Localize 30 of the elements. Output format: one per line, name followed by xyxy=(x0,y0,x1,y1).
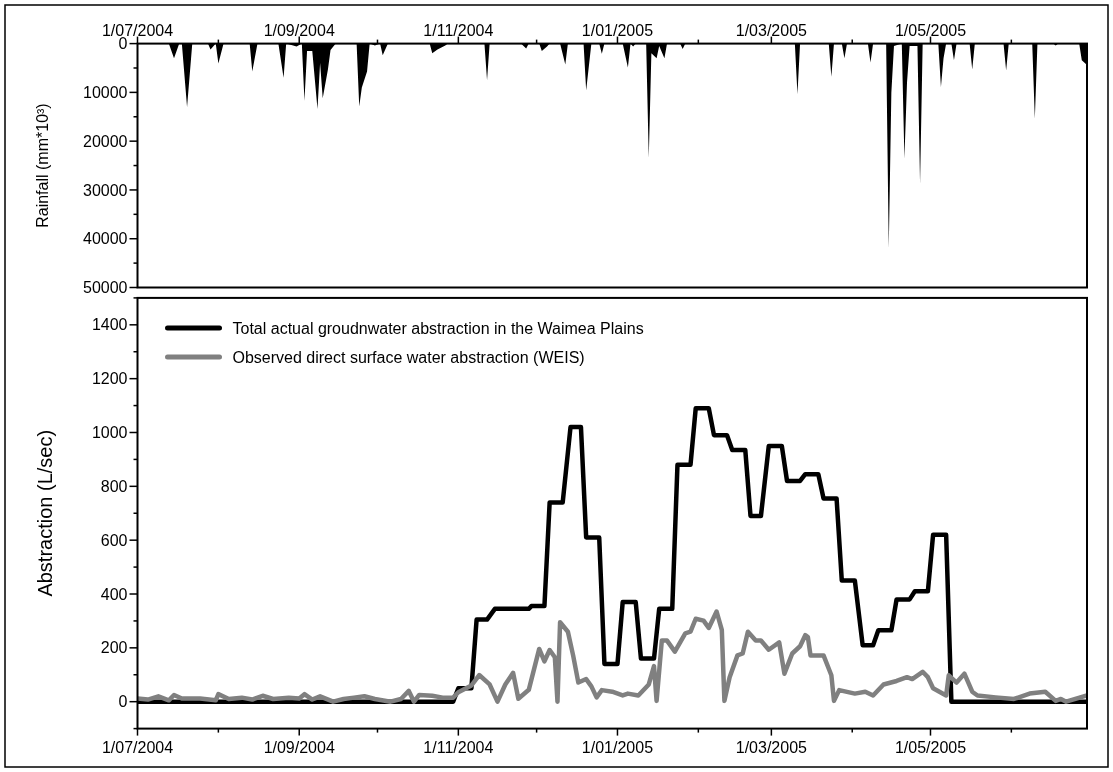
line-series xyxy=(137,609,1087,704)
x-tick-label: 1/01/2005 xyxy=(581,21,654,39)
y-tick-label: 1400 xyxy=(91,316,128,334)
x-tick-label: 1/01/2005 xyxy=(581,738,654,756)
y-tick-label: 0 xyxy=(118,35,128,53)
y-axis-title: Rainfall (mm*10³) xyxy=(34,103,51,228)
y-tick-label: 800 xyxy=(100,477,128,495)
x-tick-label: 1/03/2005 xyxy=(735,738,808,756)
y-tick-label: 400 xyxy=(100,585,128,603)
x-tick-label: 1/07/2004 xyxy=(101,738,174,756)
y-tick-label: 600 xyxy=(100,531,128,549)
y-tick-label: 1200 xyxy=(91,370,128,388)
legend-label: Total actual groudnwater abstraction in the Waimea Plains xyxy=(232,319,644,337)
y-tick-label: 40000 xyxy=(83,230,128,248)
legend-label: Observed direct surface water abstraction (WEIS) xyxy=(232,348,585,366)
x-tick-label: 1/09/2004 xyxy=(263,21,335,39)
x-tick-label: 1/11/2004 xyxy=(423,21,494,39)
x-tick-label: 1/09/2004 xyxy=(263,738,335,756)
x-tick-label: 1/05/2005 xyxy=(894,738,967,756)
x-tick-label: 1/11/2004 xyxy=(423,738,494,756)
y-tick-label: 200 xyxy=(100,639,128,657)
y-tick-label: 0 xyxy=(118,693,128,711)
y-axis-title: Abstraction (L/sec) xyxy=(34,429,56,597)
x-tick-label: 1/03/2005 xyxy=(735,21,808,39)
x-tick-label: 1/05/2005 xyxy=(894,21,967,39)
y-tick-label: 1000 xyxy=(91,424,128,442)
y-tick-label: 30000 xyxy=(83,181,128,199)
y-tick-label: 50000 xyxy=(83,279,128,297)
y-tick-label: 10000 xyxy=(83,83,128,101)
y-tick-label: 20000 xyxy=(83,132,128,150)
